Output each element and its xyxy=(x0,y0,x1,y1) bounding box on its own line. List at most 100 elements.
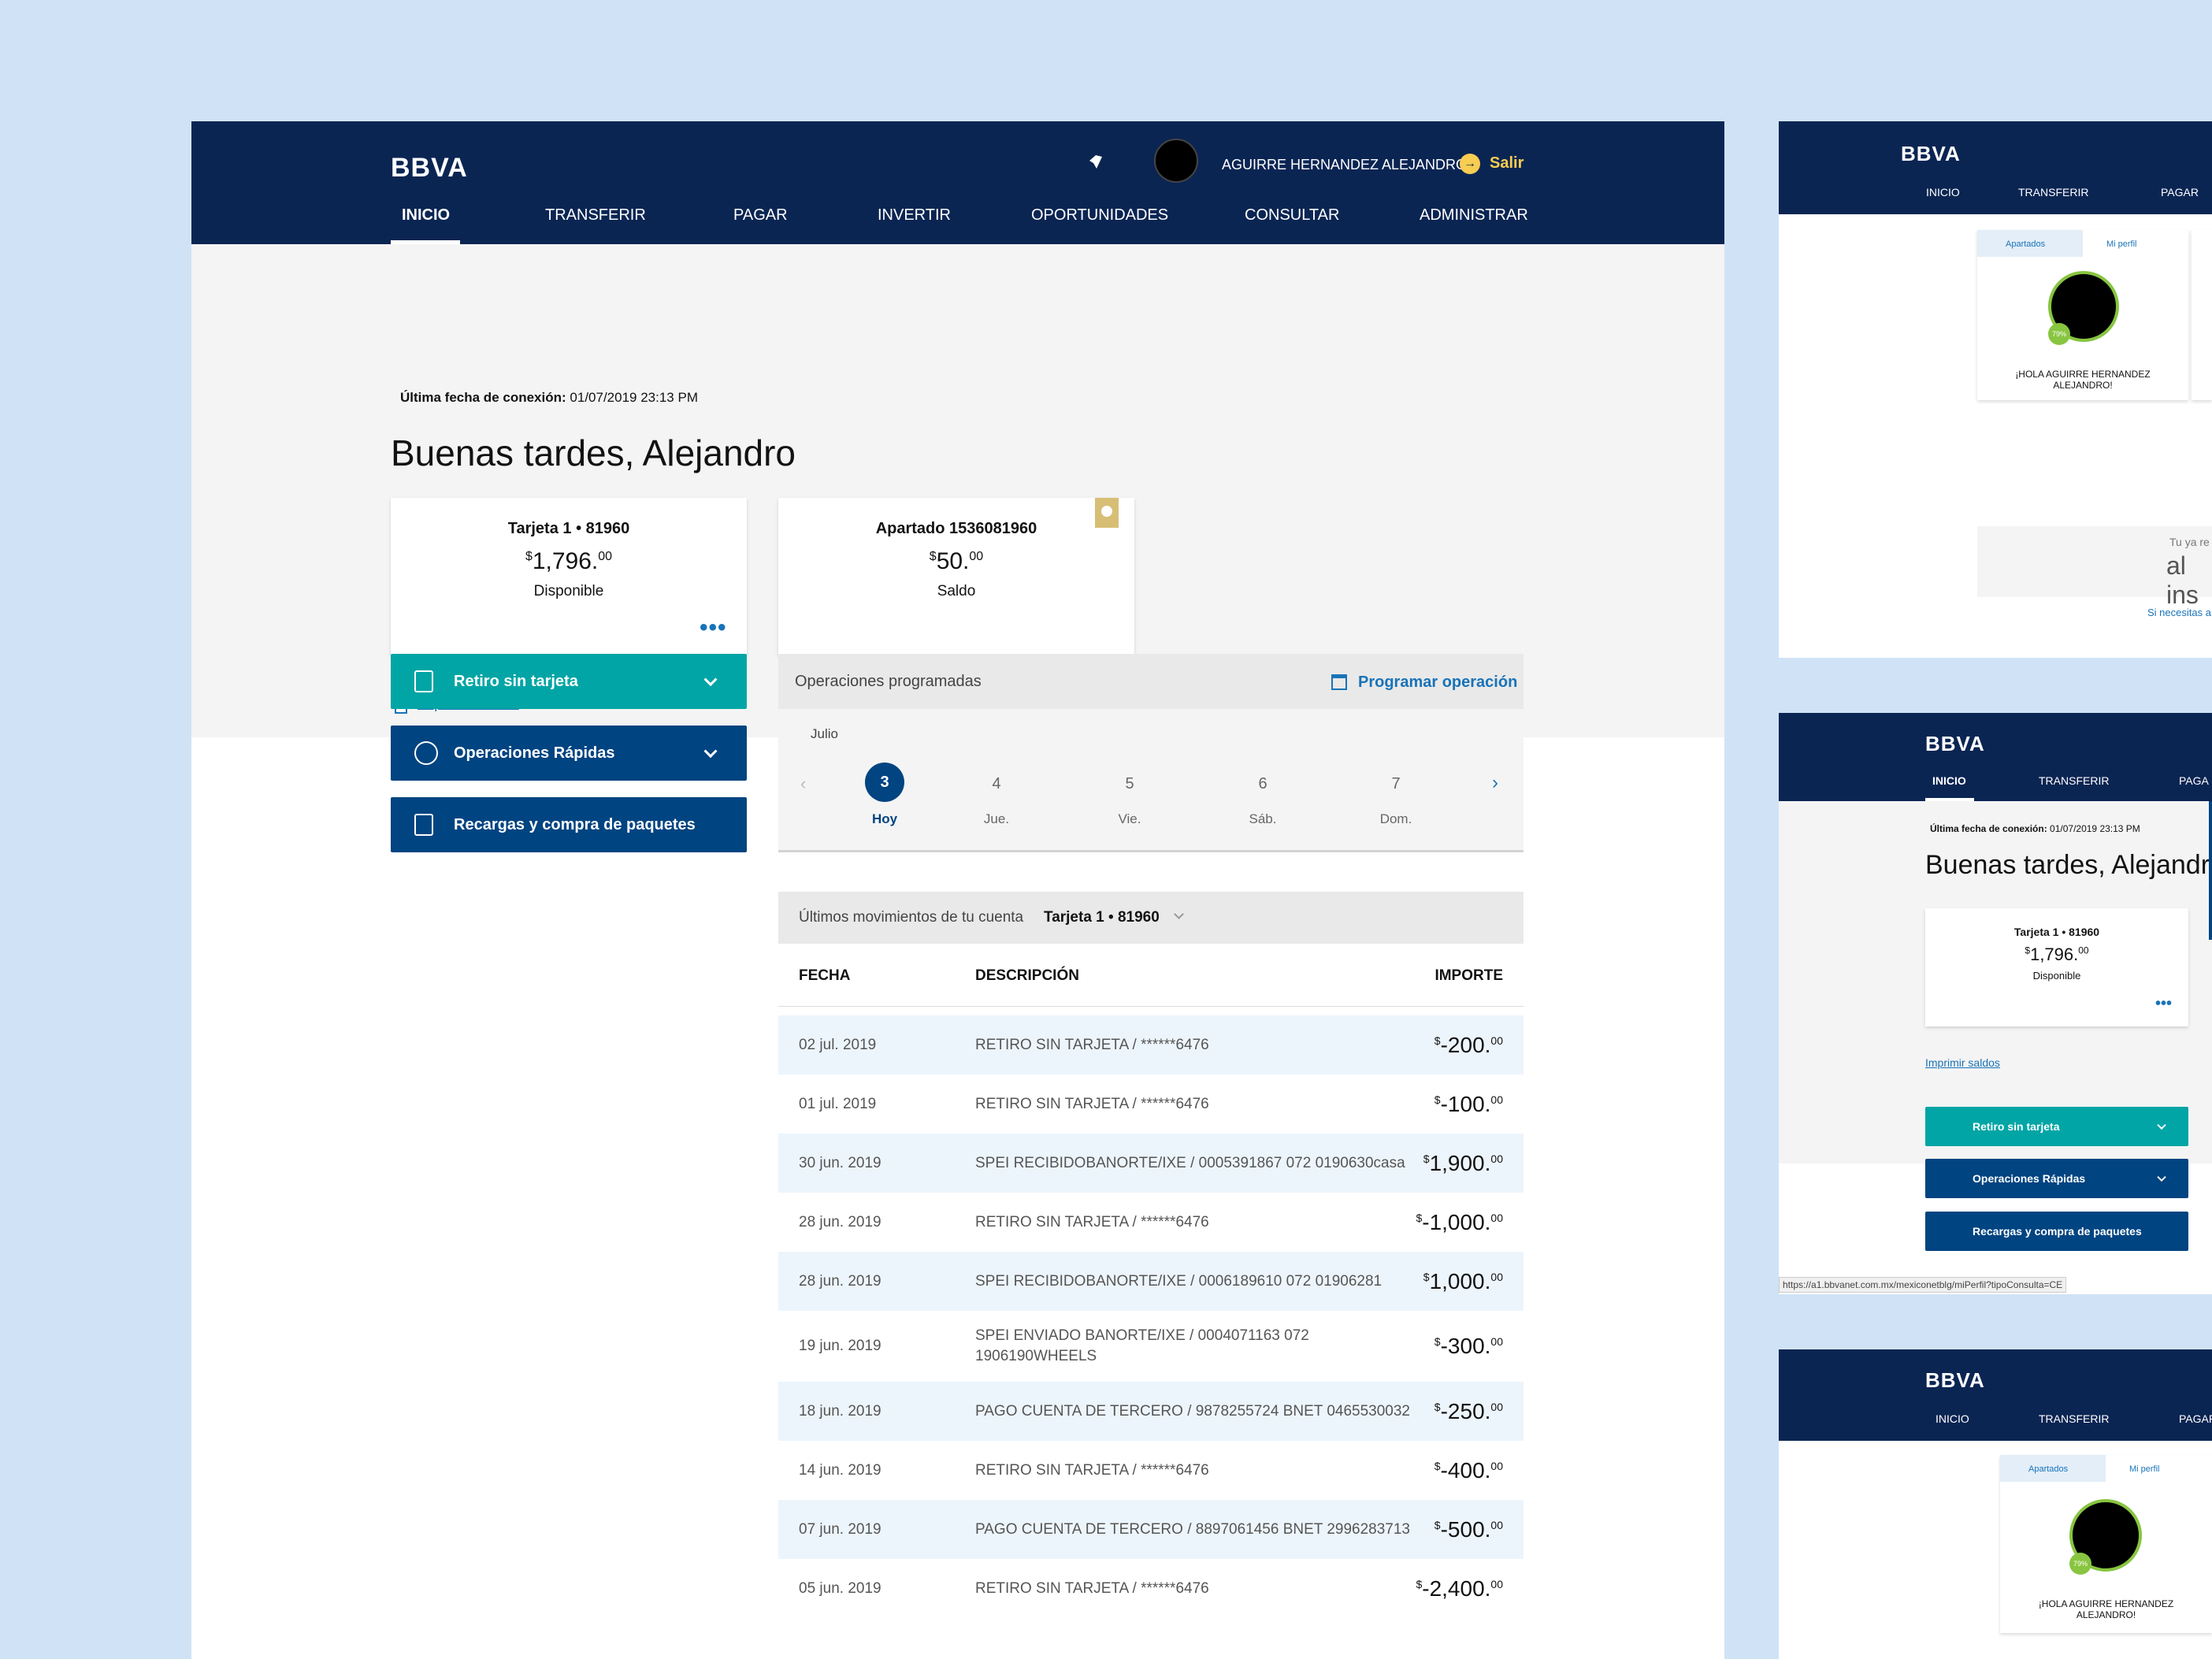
nav-item: TRANSFERIR xyxy=(2039,774,2110,787)
table-row[interactable]: 30 jun. 2019 SPEI RECIBIDOBANORTE/IXE / … xyxy=(778,1134,1524,1193)
table-row[interactable]: 14 jun. 2019 RETIRO SIN TARJETA / ******… xyxy=(778,1441,1524,1500)
scroll-edge xyxy=(2209,801,2212,940)
row-description: RETIRO SIN TARJETA / ******6476 xyxy=(975,1579,1209,1597)
column-header-descripcion: DESCRIPCIÓN xyxy=(975,967,1079,984)
row-date: 14 jun. 2019 xyxy=(799,1461,881,1479)
table-row[interactable]: 28 jun. 2019 SPEI RECIBIDOBANORTE/IXE / … xyxy=(778,1252,1524,1311)
card-balance: $1,796.00 xyxy=(525,548,613,574)
avatar[interactable] xyxy=(1154,139,1198,183)
retiro-sin-tarjeta-button[interactable]: Retiro sin tarjeta xyxy=(391,654,747,709)
bbva-logo: BBVA xyxy=(1901,142,1961,165)
exchange-icon xyxy=(414,741,438,765)
row-date: 19 jun. 2019 xyxy=(799,1338,881,1354)
card-balance-label: Saldo xyxy=(937,583,976,599)
nav-pagar[interactable]: PAGAR xyxy=(733,206,788,224)
recargas-button: Recargas y compra de paquetes xyxy=(1925,1212,2188,1251)
calendar-day-selected[interactable]: 3 xyxy=(865,763,904,802)
calendar-day-label: Dom. xyxy=(1379,811,1412,826)
print-balances-link: Imprimir saldos xyxy=(1925,1056,2000,1069)
recargas-button[interactable]: Recargas y compra de paquetes xyxy=(391,797,747,852)
mobile-icon xyxy=(414,814,433,836)
nav-transferir[interactable]: TRANSFERIR xyxy=(545,206,646,224)
operaciones-rapidas-button: Operaciones Rápidas xyxy=(1925,1159,2188,1198)
table-row[interactable]: 05 jun. 2019 RETIRO SIN TARJETA / ******… xyxy=(778,1559,1524,1618)
table-row[interactable]: 02 jul. 2019 RETIRO SIN TARJETA / ******… xyxy=(778,1015,1524,1074)
table-row[interactable]: 28 jun. 2019 RETIRO SIN TARJETA / ******… xyxy=(778,1193,1524,1252)
table-row[interactable]: 19 jun. 2019 SPEI ENVIADO BANORTE/IXE / … xyxy=(778,1311,1524,1382)
row-amount: $-1,000.00 xyxy=(1416,1209,1503,1234)
nav-consultar[interactable]: CONSULTAR xyxy=(1245,206,1340,224)
table-row[interactable]: 18 jun. 2019 PAGO CUENTA DE TERCERO / 98… xyxy=(778,1382,1524,1441)
logout-button[interactable]: Salir xyxy=(1490,154,1524,172)
nav-oportunidades[interactable]: OPORTUNIDADES xyxy=(1031,206,1169,224)
tab-apartados xyxy=(1977,230,2083,257)
table-row[interactable]: 01 jul. 2019 RETIRO SIN TARJETA / ******… xyxy=(778,1074,1524,1134)
row-date: 05 jun. 2019 xyxy=(799,1579,881,1597)
user-name: AGUIRRE HERNANDEZ ALEJANDRO xyxy=(1222,157,1468,173)
calendar-day[interactable]: 7 xyxy=(1391,775,1401,792)
bbva-logo[interactable]: BBVA xyxy=(391,153,468,183)
row-description: PAGO CUENTA DE TERCERO / 8897061456 BNET… xyxy=(975,1520,1410,1538)
nav-administrar[interactable]: ADMINISTRAR xyxy=(1420,206,1528,224)
calendar-month: Julio xyxy=(811,726,838,741)
row-date: 18 jun. 2019 xyxy=(799,1402,881,1420)
bbva-logo: BBVA xyxy=(1925,1368,1985,1392)
top-header: BBVA AGUIRRE HERNANDEZ ALEJANDRO → Salir… xyxy=(191,121,1724,244)
calendar-day[interactable]: 6 xyxy=(1258,775,1267,792)
row-description: RETIRO SIN TARJETA / ******6476 xyxy=(975,1095,1209,1112)
movements-table-header: FECHA DESCRIPCIÓN IMPORTE xyxy=(778,944,1524,1007)
movements-table: 02 jul. 2019 RETIRO SIN TARJETA / ******… xyxy=(778,1015,1524,1659)
nav-active-indicator xyxy=(391,240,460,244)
chevron-down-icon xyxy=(703,673,718,687)
row-amount: $-300.00 xyxy=(1434,1334,1503,1358)
nav-item: INICIO xyxy=(1932,774,1966,787)
chevron-down-icon xyxy=(703,744,718,759)
chevron-right-icon[interactable]: › xyxy=(1492,772,1498,793)
logout-icon[interactable]: → xyxy=(1460,154,1480,174)
tab-apartados xyxy=(2000,1455,2106,1482)
account-card-1[interactable]: Tarjeta 1 • 81960 $1,796.00 Disponible •… xyxy=(391,498,747,655)
promo-link: Si necesitas a xyxy=(2147,607,2211,618)
last-connection-label: Última fecha de conexión: xyxy=(400,390,566,405)
nav-invertir[interactable]: INVERTIR xyxy=(878,206,951,224)
preview-header: BBVA INICIO TRANSFERIR PAGAR xyxy=(1779,121,2212,214)
chevron-left-icon[interactable]: ‹ xyxy=(800,774,807,793)
row-date: 30 jun. 2019 xyxy=(799,1154,881,1171)
operaciones-rapidas-button[interactable]: Operaciones Rápidas xyxy=(391,726,747,781)
schedule-operation-button[interactable]: Programar operación xyxy=(1358,674,1518,691)
notification-bell-icon[interactable] xyxy=(1086,153,1105,172)
movements-header: Últimos movimientos de tu cuenta Tarjeta… xyxy=(778,892,1524,944)
nav-item: TRANSFERIR xyxy=(2039,1412,2110,1425)
calendar-day-label: Hoy xyxy=(871,811,898,826)
preview-window-3: BBVA INICIO TRANSFERIR PAGAR Apartados M… xyxy=(1779,1349,2212,1659)
account-selector[interactable]: Tarjeta 1 • 81960 xyxy=(1044,909,1160,926)
calendar-day[interactable]: 4 xyxy=(992,775,1001,792)
nav-inicio[interactable]: INICIO xyxy=(402,206,451,224)
preview-summary: Última fecha de conexión: 01/07/2019 23:… xyxy=(1779,801,2212,1164)
button-label: Recargas y compra de paquetes xyxy=(454,815,696,833)
last-connection: Última fecha de conexión: 01/07/2019 23:… xyxy=(400,390,698,406)
calendar-day-label: Jue. xyxy=(983,811,1010,826)
more-options-icon[interactable]: ••• xyxy=(700,614,727,640)
card-balance-label: Disponible xyxy=(2032,970,2081,982)
row-description: RETIRO SIN TARJETA / ******6476 xyxy=(975,1213,1209,1230)
table-row[interactable]: 07 jun. 2019 PAGO CUENTA DE TERCERO / 88… xyxy=(778,1500,1524,1559)
row-description: SPEI ENVIADO BANORTE/IXE / 0004071163 07… xyxy=(975,1327,1309,1364)
last-connection-value: 01/07/2019 23:13 PM xyxy=(570,390,698,405)
scheduled-header: Operaciones programadas Programar operac… xyxy=(778,654,1524,709)
calendar-icon[interactable] xyxy=(1331,674,1347,690)
bbva-logo: BBVA xyxy=(1925,732,1985,755)
preview-header: BBVA INICIO TRANSFERIR PAGAR xyxy=(1779,1349,2212,1441)
row-description: SPEI RECIBIDOBANORTE/IXE / 0005391867 07… xyxy=(975,1154,1405,1171)
card-title: Tarjeta 1 • 81960 xyxy=(2013,926,2100,938)
greeting: Buenas tardes, Alejandro xyxy=(391,432,796,473)
chevron-down-icon[interactable] xyxy=(1174,909,1184,919)
row-amount: $1,900.00 xyxy=(1423,1150,1503,1175)
column-header-importe: IMPORTE xyxy=(1434,967,1503,984)
calendar-day[interactable]: 5 xyxy=(1125,775,1134,792)
row-amount: $-2,400.00 xyxy=(1416,1575,1503,1601)
profile-card: Apartados Mi perfil 79% ¡HOLA AGUIRRE HE… xyxy=(1977,230,2188,400)
row-description: PAGO CUENTA DE TERCERO / 9878255724 BNET… xyxy=(975,1402,1410,1420)
promo-banner: Tu ya re al ins xyxy=(1977,526,2212,609)
account-card-2[interactable]: Apartado 1536081960 $50.00 Saldo xyxy=(778,498,1134,655)
